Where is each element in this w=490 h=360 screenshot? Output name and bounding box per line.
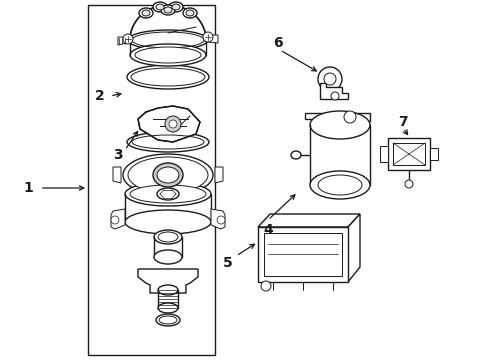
Polygon shape: [138, 106, 200, 142]
Ellipse shape: [127, 132, 209, 152]
Circle shape: [318, 67, 342, 91]
Bar: [88, 5, 215, 355]
Circle shape: [123, 34, 133, 44]
Text: 2: 2: [95, 89, 105, 103]
Ellipse shape: [310, 111, 370, 139]
Polygon shape: [258, 214, 360, 227]
Ellipse shape: [158, 232, 178, 242]
Ellipse shape: [142, 10, 150, 16]
Bar: [264, 233, 342, 276]
Circle shape: [405, 180, 413, 188]
Bar: [393, 143, 425, 165]
Ellipse shape: [164, 7, 172, 13]
Ellipse shape: [310, 171, 370, 199]
Bar: [388, 138, 430, 170]
Polygon shape: [118, 37, 126, 45]
Ellipse shape: [153, 163, 183, 187]
Ellipse shape: [153, 2, 167, 12]
Ellipse shape: [123, 154, 213, 196]
Polygon shape: [305, 113, 370, 121]
Ellipse shape: [157, 167, 179, 183]
Ellipse shape: [131, 68, 205, 86]
Circle shape: [169, 120, 177, 128]
Text: 5: 5: [223, 256, 233, 270]
Bar: [380, 146, 388, 162]
Ellipse shape: [135, 47, 201, 63]
Ellipse shape: [128, 30, 208, 50]
Ellipse shape: [154, 230, 182, 244]
Polygon shape: [113, 167, 121, 183]
Ellipse shape: [156, 314, 180, 326]
Polygon shape: [138, 269, 198, 293]
Ellipse shape: [130, 44, 206, 66]
Text: 4: 4: [263, 223, 273, 237]
Ellipse shape: [125, 182, 211, 206]
Ellipse shape: [161, 5, 175, 15]
Text: 3: 3: [113, 148, 123, 162]
Ellipse shape: [158, 303, 178, 313]
Circle shape: [165, 116, 181, 132]
Text: 6: 6: [273, 36, 283, 50]
Circle shape: [344, 111, 356, 123]
Ellipse shape: [169, 2, 183, 12]
Polygon shape: [211, 209, 225, 229]
Circle shape: [111, 216, 119, 224]
Polygon shape: [208, 35, 218, 43]
Ellipse shape: [139, 8, 153, 18]
Ellipse shape: [127, 65, 209, 89]
Ellipse shape: [154, 250, 182, 264]
Ellipse shape: [158, 285, 178, 295]
Circle shape: [203, 32, 213, 42]
Ellipse shape: [172, 4, 180, 10]
Ellipse shape: [128, 157, 208, 193]
Polygon shape: [111, 209, 125, 229]
Text: 7: 7: [398, 115, 408, 129]
Circle shape: [261, 281, 271, 291]
Ellipse shape: [125, 210, 211, 234]
Polygon shape: [320, 83, 348, 99]
Ellipse shape: [291, 151, 301, 159]
Circle shape: [324, 73, 336, 85]
Ellipse shape: [186, 10, 194, 16]
Polygon shape: [130, 5, 206, 40]
Bar: [430, 148, 438, 160]
Polygon shape: [348, 214, 360, 282]
Ellipse shape: [159, 316, 177, 324]
Circle shape: [217, 216, 225, 224]
Bar: [258, 227, 348, 282]
Ellipse shape: [183, 8, 197, 18]
Ellipse shape: [157, 188, 179, 200]
Ellipse shape: [130, 185, 206, 203]
Circle shape: [331, 92, 339, 100]
Polygon shape: [215, 167, 223, 183]
Text: 1: 1: [23, 181, 33, 195]
Ellipse shape: [156, 4, 164, 10]
